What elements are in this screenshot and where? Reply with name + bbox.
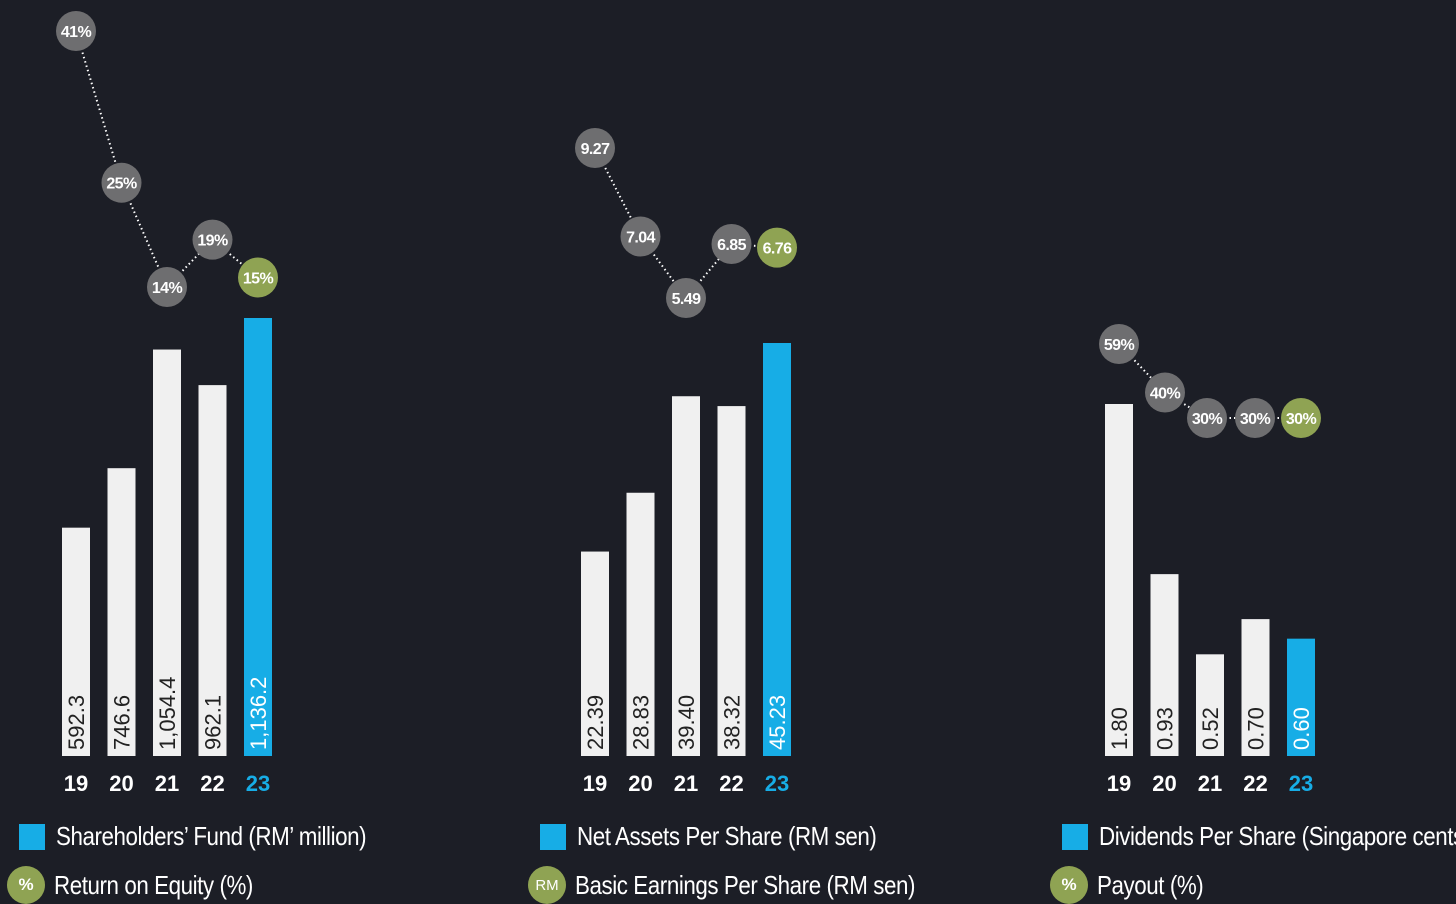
overlay-marker xyxy=(101,162,142,203)
bar-value-label: 1,054.4 xyxy=(155,677,180,750)
year-label: 20 xyxy=(628,771,652,796)
overlay-marker-label: 59% xyxy=(1104,337,1135,354)
bar xyxy=(1196,654,1224,756)
bar xyxy=(1150,574,1179,756)
bar-value-label: 28.83 xyxy=(629,695,654,750)
year-label: 22 xyxy=(1243,771,1267,796)
year-label: 23 xyxy=(246,771,270,796)
legend-text: Return on Equity (%) xyxy=(54,869,253,900)
legend-row-basic-earnings-per-share: RM Basic Earnings Per Share (RM sen) xyxy=(528,866,970,904)
bar-value-label: 592.3 xyxy=(64,695,89,750)
overlay-line-segment xyxy=(731,243,778,249)
year-label: 22 xyxy=(200,771,224,796)
year-label: 23 xyxy=(765,771,789,796)
overlay-marker xyxy=(147,267,187,307)
year-label: 22 xyxy=(719,771,743,796)
overlay-line-segment xyxy=(594,147,642,237)
overlay-marker-label: 14% xyxy=(152,280,183,297)
bar-value-label: 1,136.2 xyxy=(246,677,271,750)
overlay-marker-label: 41% xyxy=(61,24,92,41)
overlay-marker-label: 40% xyxy=(1150,385,1181,402)
legend-swatch-blue-square xyxy=(19,823,45,850)
overlay-marker-label: 9.27 xyxy=(581,141,610,158)
bar-value-label: 38.32 xyxy=(720,695,745,750)
bar xyxy=(626,492,655,756)
bar-value-label: 0.52 xyxy=(1198,707,1223,750)
overlay-marker-label: 15% xyxy=(243,271,274,288)
overlay-marker xyxy=(1281,398,1321,438)
year-label: 19 xyxy=(1107,771,1131,796)
overlay-marker-label: 30% xyxy=(1286,411,1317,428)
overlay-marker-label: 6.76 xyxy=(763,241,792,258)
bar xyxy=(244,318,272,756)
overlay-line-segment xyxy=(75,30,123,183)
bar-value-label: 0.93 xyxy=(1153,707,1178,750)
bar-value-label: 39.40 xyxy=(674,695,699,750)
legend-row-payout: % Payout (%) xyxy=(1050,866,1221,904)
overlay-marker xyxy=(1235,398,1275,438)
bar xyxy=(1105,404,1133,756)
overlay-marker-label: 19% xyxy=(197,233,228,250)
overlay-marker-label: 25% xyxy=(106,176,137,193)
legend-swatch-blue-square xyxy=(1062,823,1088,850)
overlay-marker-label: 30% xyxy=(1240,411,1271,428)
year-label: 19 xyxy=(64,771,88,796)
year-label: 19 xyxy=(583,771,607,796)
year-label: 20 xyxy=(109,771,133,796)
bar-value-label: 22.39 xyxy=(583,695,608,750)
percent-icon: % xyxy=(7,866,45,904)
bar xyxy=(107,468,136,756)
legend-row-net-assets-per-share: Net Assets Per Share (RM sen) xyxy=(540,821,925,852)
overlay-marker-label: 5.49 xyxy=(672,291,701,308)
legend-row-shareholders-fund: Shareholders’ Fund (RM’ million) xyxy=(19,821,417,852)
overlay-marker xyxy=(1145,372,1185,413)
overlay-marker-label: 7.04 xyxy=(626,229,655,246)
overlay-marker xyxy=(1099,324,1139,364)
bar-value-label: 962.1 xyxy=(201,695,226,750)
legend-text: Basic Earnings Per Share (RM sen) xyxy=(575,869,915,900)
bar xyxy=(1241,619,1270,756)
bar xyxy=(1287,638,1315,756)
bar xyxy=(62,527,90,756)
year-label: 21 xyxy=(155,771,179,796)
overlay-marker-label: 6.85 xyxy=(717,237,746,254)
year-label: 20 xyxy=(1152,771,1176,796)
bar-value-label: 0.70 xyxy=(1244,707,1269,750)
overlay-marker xyxy=(575,128,615,168)
bar-value-label: 1.80 xyxy=(1107,707,1132,750)
bar-value-label: 45.23 xyxy=(765,695,790,750)
bar xyxy=(153,349,181,756)
year-label: 23 xyxy=(1289,771,1313,796)
bar xyxy=(581,551,609,756)
overlay-marker xyxy=(620,216,661,257)
overlay-marker-label: 30% xyxy=(1192,411,1223,428)
rm-currency-icon: RM xyxy=(528,866,566,904)
overlay-marker xyxy=(757,227,797,268)
legend-row-return-on-equity: % Return on Equity (%) xyxy=(7,866,285,904)
year-label: 21 xyxy=(674,771,698,796)
bar xyxy=(672,396,700,756)
bar xyxy=(198,385,227,756)
overlay-marker xyxy=(666,278,706,318)
bar-value-label: 746.6 xyxy=(110,695,135,750)
legend-row-dividends-per-share: Dividends Per Share (Singapore cents) xyxy=(1062,821,1456,852)
bar-value-label: 0.60 xyxy=(1289,707,1314,750)
bar xyxy=(763,343,791,756)
legend-swatch-blue-square xyxy=(540,823,566,850)
overlay-marker xyxy=(56,11,96,51)
legend-text: Shareholders’ Fund (RM’ million) xyxy=(56,821,367,851)
legend-text: Dividends Per Share (Singapore cents) xyxy=(1099,821,1456,851)
overlay-marker xyxy=(192,219,233,260)
legend-text: Payout (%) xyxy=(1097,869,1204,900)
overlay-marker xyxy=(238,257,278,298)
bar xyxy=(717,406,746,756)
year-label: 21 xyxy=(1198,771,1222,796)
overlay-marker xyxy=(711,224,752,265)
percent-icon: % xyxy=(1050,866,1088,904)
legend-text: Net Assets Per Share (RM sen) xyxy=(577,821,877,851)
overlay-marker xyxy=(1187,398,1227,438)
